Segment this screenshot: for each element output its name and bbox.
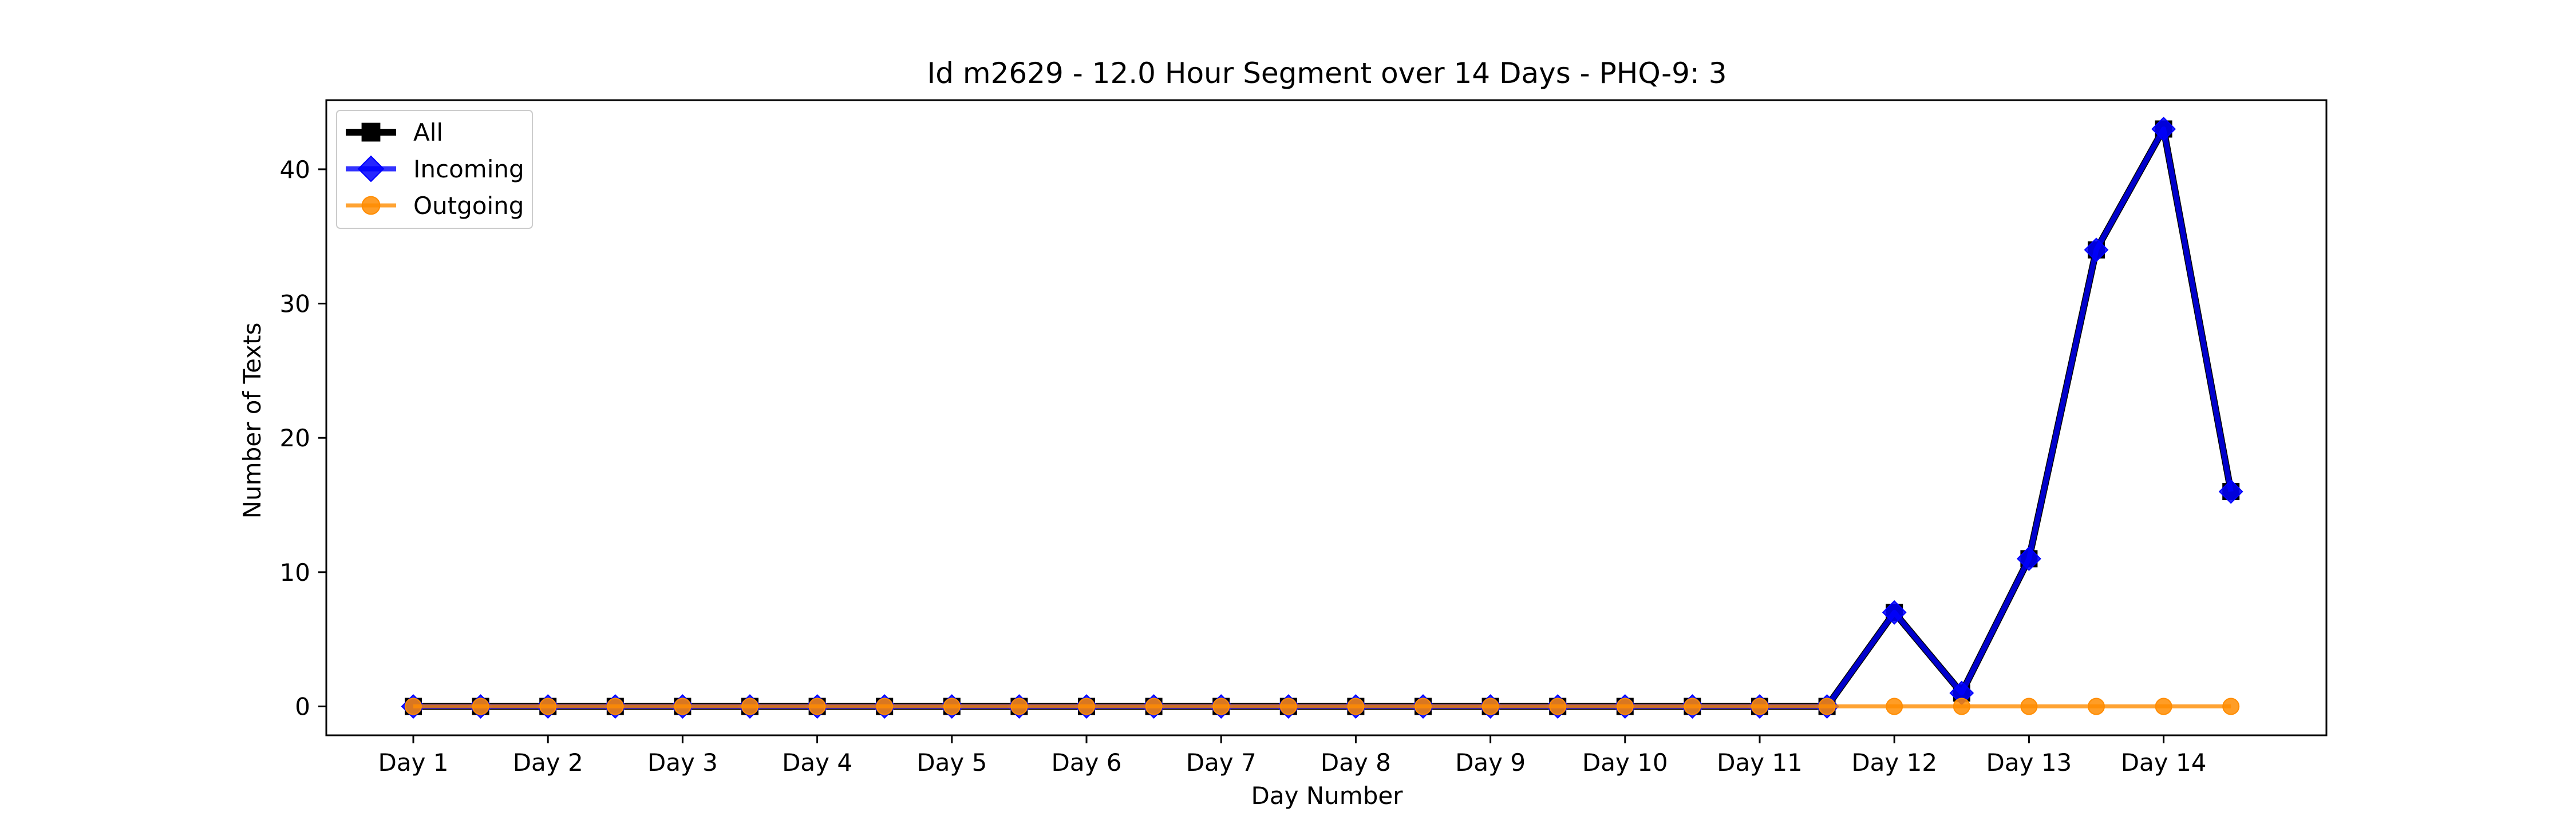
legend-label-outgoing: Outgoing [413,192,524,220]
legend: All Incoming Outgoing [336,110,533,229]
y-tick-label: 0 [295,693,310,721]
data-point-outgoing [2088,698,2105,715]
data-point-outgoing [1616,698,1634,715]
legend-item-all: All [346,118,443,146]
x-tick-label: Day 8 [1321,748,1391,777]
y-tick-label: 40 [280,156,310,184]
data-point-outgoing [472,698,489,715]
legend-box [336,110,533,229]
plot-area [325,99,2328,736]
data-point-outgoing [2020,698,2038,715]
data-point-outgoing [1010,698,1028,715]
y-tick-label: 20 [280,424,310,452]
data-point-outgoing [1145,698,1163,715]
x-tick-label: Day 2 [513,748,583,777]
data-point-outgoing [1347,698,1365,715]
data-point-incoming [2218,479,2243,504]
series-line-incoming [413,126,2234,710]
data-point-outgoing [1549,698,1567,715]
legend-item-incoming: Incoming [346,155,524,183]
data-point-outgoing [1415,698,1432,715]
series-outgoing [405,698,2240,715]
data-point-outgoing [1481,698,1499,715]
data-point-outgoing [606,698,624,715]
x-tick-label: Day 11 [1717,748,1803,777]
legend-label-incoming: Incoming [413,155,524,183]
chart-title: Id m2629 - 12.0 Hour Segment over 14 Day… [927,57,1726,90]
data-point-outgoing [876,698,894,715]
data-point-outgoing [741,698,758,715]
x-tick-label: Day 12 [1851,748,1937,777]
series-all [405,120,2240,715]
x-tick-label: Day 13 [1986,748,2072,777]
x-tick-label: Day 14 [2121,748,2207,777]
x-tick-label: Day 3 [647,748,718,777]
data-point-outgoing [1751,698,1768,715]
data-point-outgoing [1078,698,1095,715]
x-axis-label: Day Number [1251,782,1403,810]
data-point-outgoing [2222,698,2240,715]
data-point-outgoing [539,698,557,715]
data-point-outgoing [2155,698,2172,715]
data-point-outgoing [808,698,826,715]
plot-frame [325,99,2328,736]
legend-label-all: All [413,118,443,146]
data-point-outgoing [1212,698,1230,715]
y-axis-label: Number of Texts [238,323,266,519]
data-point-outgoing [1953,698,1970,715]
x-tick-label: Day 4 [782,748,852,777]
legend-marker-all [361,122,381,142]
data-point-incoming [2151,117,2176,141]
y-axis: 0 10 20 30 40 [280,156,326,721]
x-tick-label: Day 6 [1051,748,1121,777]
x-tick-label: Day 9 [1455,748,1526,777]
data-point-incoming [2084,237,2109,263]
legend-marker-outgoing [361,196,381,215]
data-point-outgoing [943,698,961,715]
data-point-incoming [1882,600,1907,625]
x-tick-label: Day 7 [1186,748,1257,777]
legend-item-outgoing: Outgoing [346,192,524,220]
data-point-outgoing [674,698,692,715]
data-point-outgoing [1818,698,1836,715]
x-tick-label: Day 5 [916,748,987,777]
data-point-outgoing [1279,698,1297,715]
data-point-incoming [2016,546,2041,571]
data-point-outgoing [1684,698,1701,715]
x-axis: Day 1 Day 2 Day 3 Day 4 Day 5 Day 6 Day 7 Day 8… [378,735,2206,777]
y-tick-label: 30 [280,290,310,318]
x-tick-label: Day 1 [378,748,448,777]
y-tick-label: 10 [280,558,310,587]
series-incoming [401,117,2243,719]
x-tick-label: Day 10 [1582,748,1668,777]
legend-marker-incoming [357,155,385,183]
data-point-outgoing [405,698,422,715]
series-line-all [413,125,2235,710]
data-point-outgoing [1886,698,1903,715]
